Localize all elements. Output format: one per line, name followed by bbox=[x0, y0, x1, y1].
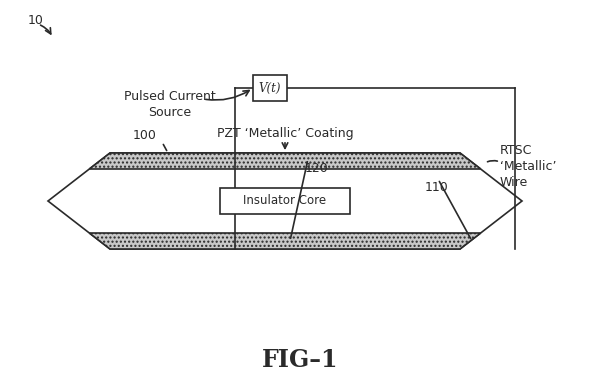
Text: FIG–1: FIG–1 bbox=[262, 348, 338, 372]
Polygon shape bbox=[89, 233, 481, 249]
Text: V(t): V(t) bbox=[259, 81, 281, 95]
Bar bbox=[220, 188, 350, 214]
Text: RTSC
‘Metallic’
Wire: RTSC ‘Metallic’ Wire bbox=[500, 144, 557, 188]
Text: 110: 110 bbox=[425, 181, 449, 194]
Text: 10: 10 bbox=[28, 14, 44, 27]
Polygon shape bbox=[48, 153, 522, 249]
Text: 100: 100 bbox=[133, 129, 157, 142]
Bar bbox=[253, 75, 287, 101]
Text: Pulsed Current
Source: Pulsed Current Source bbox=[124, 90, 216, 119]
Text: 120: 120 bbox=[305, 162, 329, 175]
Text: PZT ‘Metallic’ Coating: PZT ‘Metallic’ Coating bbox=[217, 127, 353, 140]
Text: Insulator Core: Insulator Core bbox=[244, 195, 326, 208]
Polygon shape bbox=[89, 153, 481, 169]
